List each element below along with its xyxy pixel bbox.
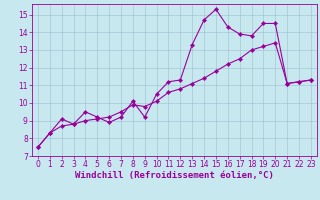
X-axis label: Windchill (Refroidissement éolien,°C): Windchill (Refroidissement éolien,°C)	[75, 171, 274, 180]
